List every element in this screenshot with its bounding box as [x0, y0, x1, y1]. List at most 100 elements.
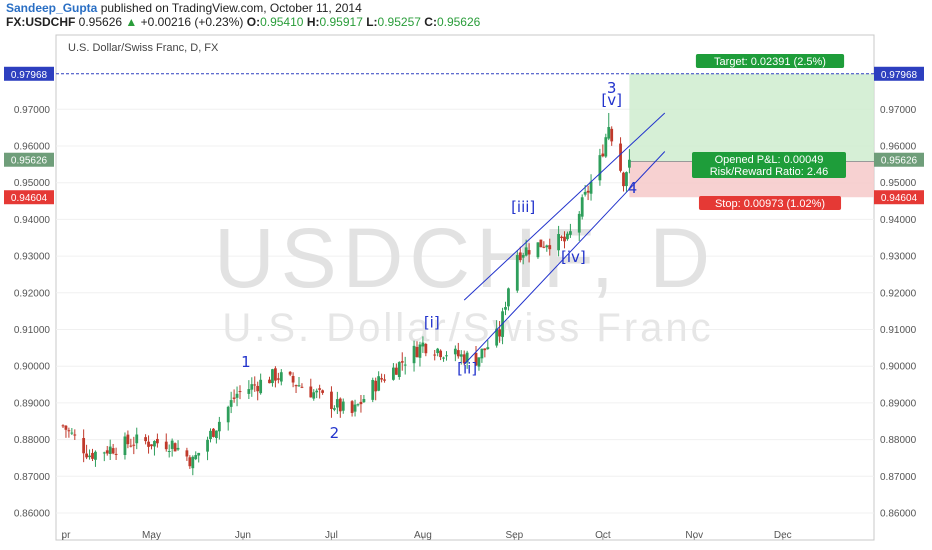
candle-body [276, 378, 280, 380]
last-price: 0.95626 [78, 15, 123, 29]
candle-body [129, 445, 133, 447]
candle-body [271, 369, 274, 384]
candle-body [480, 348, 484, 359]
candle-body [353, 404, 357, 412]
author-link[interactable]: Sandeep_Gupta [6, 1, 98, 15]
y-tick-label-right: 0.88000 [880, 435, 917, 446]
published-text: published on TradingView.com, October 11… [100, 1, 362, 15]
candle-body [88, 455, 91, 458]
wave-label: [v] [601, 91, 622, 109]
open-value: 0.95410 [260, 15, 304, 29]
y-tick-label-right: 0.90000 [880, 362, 917, 373]
current-price-label-left: 0.95626 [11, 156, 48, 167]
x-tick-label: Sep [505, 530, 523, 541]
channel-upper [463, 112, 666, 301]
candle-body [111, 448, 115, 454]
candle-body [610, 128, 614, 142]
candle-body [456, 350, 460, 357]
candle-body [383, 379, 386, 381]
pnl-badge-bg [692, 152, 846, 178]
candle-body [421, 342, 425, 347]
candle-body [61, 425, 65, 427]
close-value: 0.95626 [436, 15, 481, 29]
candle-body [82, 438, 86, 454]
candle-body [498, 329, 501, 337]
candle-body [580, 197, 584, 217]
wave-label: 4 [628, 179, 638, 197]
candle-body [291, 375, 295, 383]
candle-body [238, 391, 242, 393]
candle-body [403, 364, 407, 366]
candle-body [250, 384, 254, 390]
candlesticks [61, 112, 631, 476]
open-label: O: [246, 15, 261, 29]
candle-body [377, 376, 381, 391]
candle-body [548, 245, 552, 250]
y-tick-label-left: 0.91000 [14, 325, 51, 336]
candle-body [356, 404, 360, 406]
candle-body [229, 400, 233, 407]
symbol-header: FX:USDCHF 0.95626 ▲ +0.00216 (+0.23%) O:… [6, 15, 480, 30]
price-change: +0.00216 (+0.23%) [140, 15, 244, 29]
candle-body [474, 352, 478, 366]
candle-body [465, 352, 469, 363]
candle-body [400, 361, 404, 363]
candle-body [392, 367, 395, 380]
candle-body [114, 453, 118, 455]
channel-lower [463, 151, 666, 365]
candle-body [359, 401, 363, 405]
candle-body [439, 350, 442, 358]
current-price-label-right: 0.95626 [881, 156, 918, 167]
candle-body [176, 447, 180, 450]
candle-body [483, 348, 487, 351]
candle-body [619, 143, 622, 171]
candle-body [604, 137, 608, 157]
target-badge: Target: 0.02391 (2.5%) [714, 56, 826, 68]
candle-body [94, 451, 97, 460]
candle-body [268, 379, 271, 384]
y-tick-label-right: 0.94000 [880, 215, 917, 226]
x-tick-label: Oct [595, 530, 611, 541]
candle-body [436, 348, 440, 354]
current-price-label-right-bg [874, 152, 924, 167]
candle-body [170, 440, 174, 449]
candle-body [147, 441, 150, 447]
candle-body [315, 390, 319, 393]
chart-title: U.S. Dollar/Swiss Franc, D, FX [68, 42, 219, 54]
candle-body [433, 354, 437, 356]
watermark-name: U.S. Dollar/Swiss Franc [222, 306, 713, 350]
target-badge-bg [695, 54, 845, 68]
candle-body [102, 452, 106, 454]
candle-body [569, 231, 572, 235]
candle-body [341, 401, 345, 411]
candle-body [397, 362, 401, 377]
y-tick-label-right: 0.86000 [880, 509, 917, 520]
wave-label: 1 [241, 353, 251, 371]
candle-body [539, 239, 543, 248]
stop-price-label-right-bg [874, 190, 924, 205]
candle-body [197, 452, 201, 456]
candle-body [67, 430, 71, 432]
candle-body [486, 347, 490, 350]
stop-badge-bg [698, 196, 842, 210]
candle-body [560, 236, 563, 239]
x-tick-label: Aug [414, 530, 432, 541]
candle-body [628, 159, 631, 168]
candle-body [259, 379, 263, 394]
pnl-text: Opened P&L: 0.00049 [715, 154, 824, 166]
candle-body [209, 430, 212, 440]
y-tick-label-left: 0.96000 [14, 142, 51, 153]
candle-body [217, 421, 221, 432]
candle-body [150, 444, 153, 447]
candle-body [297, 385, 301, 387]
y-tick-label-left: 0.97000 [14, 105, 51, 116]
candle-body [108, 446, 112, 454]
target-price-label-left: 0.97968 [11, 70, 48, 81]
grid-lines [56, 108, 874, 514]
candle-body [73, 434, 77, 436]
wave-label: 3 [607, 79, 617, 97]
y-tick-label-left: 0.87000 [14, 472, 51, 483]
candle-body [424, 344, 428, 354]
candle-body [135, 434, 139, 444]
